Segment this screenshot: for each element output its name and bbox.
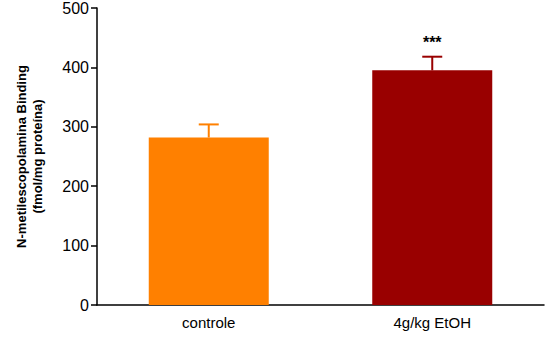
svg-text:100: 100 [62, 237, 89, 254]
svg-text:300: 300 [62, 118, 89, 135]
svg-text:500: 500 [62, 0, 89, 17]
svg-text:controle: controle [182, 314, 235, 331]
svg-text:0: 0 [80, 297, 89, 314]
svg-text:200: 200 [62, 178, 89, 195]
svg-text:(fmol/mg proteína): (fmol/mg proteína) [30, 99, 45, 213]
svg-text:N-metilescopolamina Binding: N-metilescopolamina Binding [14, 65, 29, 248]
svg-text:***: *** [423, 34, 442, 51]
svg-text:400: 400 [62, 59, 89, 76]
svg-text:4g/kg EtOH: 4g/kg EtOH [393, 314, 471, 331]
